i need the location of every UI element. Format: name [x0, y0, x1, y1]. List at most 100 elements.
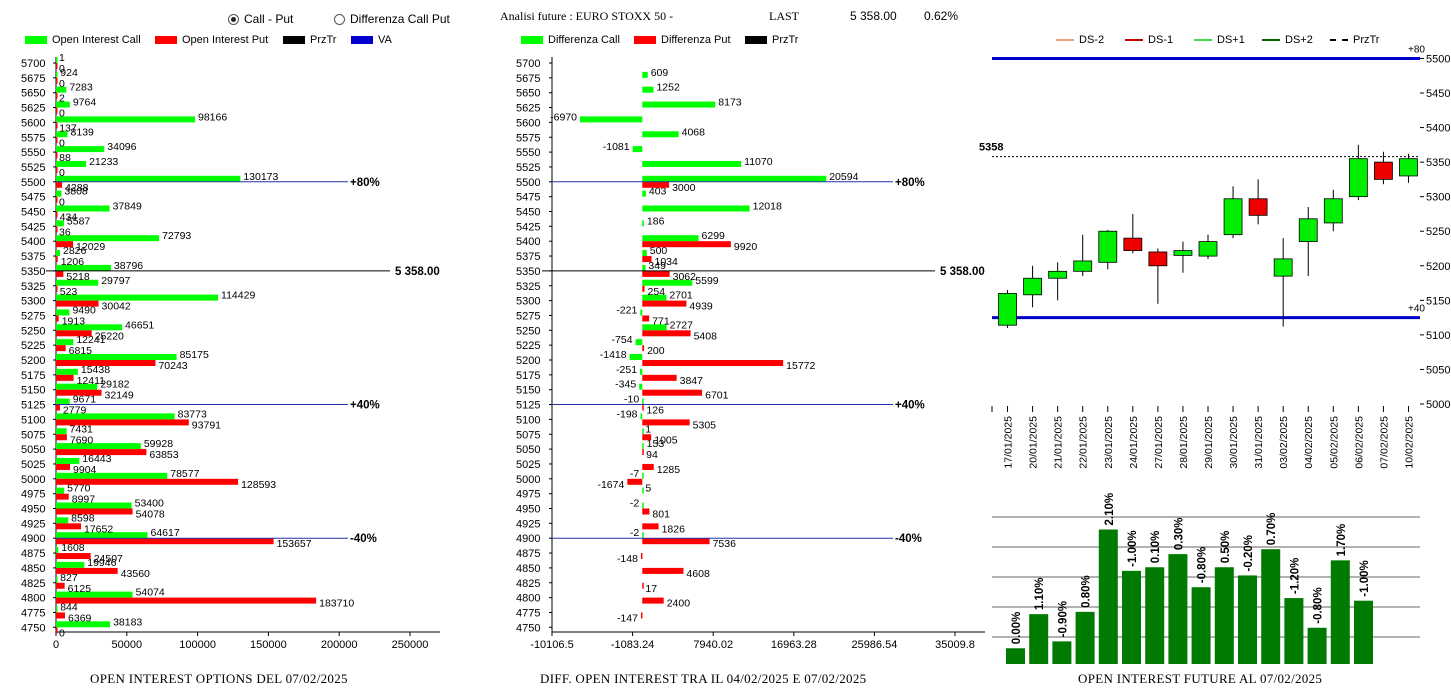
oi-strike-label: 4975	[21, 489, 45, 501]
future-bar	[1354, 600, 1373, 664]
oi-value-label: 83773	[178, 408, 207, 420]
candle-body	[1248, 198, 1268, 216]
diff-bar-put	[642, 404, 644, 411]
candle-body	[1023, 277, 1042, 296]
future-bar	[1214, 567, 1234, 664]
oi-bar-put	[56, 137, 58, 144]
future-bar	[1122, 570, 1141, 664]
legend-line	[1194, 39, 1212, 41]
oi-bar-call	[56, 472, 168, 479]
future-bar	[1029, 614, 1049, 664]
diff-value-label: 1285	[657, 464, 681, 476]
legend-swatch	[634, 36, 656, 44]
legend-line	[1262, 39, 1280, 41]
oi-bar-call	[56, 547, 59, 554]
oi-value-label: 128593	[241, 479, 276, 491]
oi-bar-call	[56, 264, 111, 271]
oi-strike-label: 5500	[21, 177, 45, 189]
diff-bar-put	[642, 360, 784, 366]
diff-strike-label: 4975	[516, 489, 540, 501]
oi-strike-label: 5600	[21, 117, 45, 129]
diff-bar-call	[640, 413, 643, 420]
future-bar	[1330, 560, 1350, 664]
oi-strike-label: 4825	[21, 578, 45, 590]
diff-bar-call	[642, 175, 827, 182]
diff-value-label: 254	[648, 286, 666, 298]
oi-bar-call	[56, 205, 110, 212]
oi-bar-call	[56, 413, 175, 420]
oi-bar-put	[56, 463, 71, 470]
diff-bar-call	[642, 160, 742, 167]
diff-x-tick-label: 16963.28	[771, 639, 817, 651]
oi-strike-label: 4950	[21, 504, 45, 516]
diff-bar-put	[642, 315, 650, 322]
diff-strike-label: 4750	[516, 622, 540, 634]
oi-value-label: 54078	[136, 509, 165, 521]
oi-bar-call	[56, 175, 241, 182]
diff-x-tick-label: 35009.8	[935, 639, 975, 651]
oi-strike-label: 5650	[21, 88, 45, 100]
diff-value-label: -345	[615, 379, 636, 391]
radio-call-put[interactable]: Call - Put	[228, 12, 293, 26]
diff-strike-label: 4875	[516, 548, 540, 560]
oi-strike-label: 4800	[21, 593, 45, 605]
oi-bar-call	[56, 116, 196, 123]
future-bar-label: 0.70%	[1266, 513, 1278, 546]
diff-strike-label: 5025	[516, 459, 540, 471]
oi-value-label: 0	[59, 108, 65, 120]
diff-bar-call	[642, 443, 644, 450]
radio-diff-call-put[interactable]: Differenza Call Put	[334, 12, 450, 26]
candle-y-tick-label: 5250	[1426, 226, 1450, 238]
oi-value-label: 5218	[66, 271, 90, 283]
oi-value-label: 0	[59, 167, 65, 179]
candle-date-label: 29/01/2025	[1203, 416, 1215, 469]
oi-bar-call	[56, 532, 148, 539]
diff-value-label: 4608	[686, 568, 710, 580]
oi-value-label: 43560	[121, 568, 150, 580]
diff-value-label: 3847	[680, 375, 704, 387]
diff-bar-put	[642, 597, 664, 604]
diff-value-label: 2400	[667, 598, 691, 610]
legend-line	[1330, 39, 1348, 41]
diff-strike-label: 4900	[516, 533, 540, 545]
diff-bar-put	[642, 538, 710, 545]
oi-value-label: 70243	[158, 360, 187, 372]
legend-swatch	[155, 36, 177, 44]
diff-bar-call	[642, 190, 646, 197]
diff-strike-label: 4800	[516, 593, 540, 605]
future-bar-label: 1.70%	[1336, 524, 1348, 557]
diff-value-label: 7536	[713, 538, 737, 550]
legend-label: DS+2	[1285, 34, 1313, 46]
oi-value-label: 9671	[73, 394, 97, 406]
legend-label: DS-1	[1148, 34, 1174, 46]
oi-bar-put	[56, 582, 65, 589]
legend-diff-call: Differenza Call	[521, 34, 620, 46]
oi-bar-call	[56, 279, 99, 286]
oi-bar-call	[56, 86, 67, 93]
diff-value-label: -7	[630, 468, 639, 480]
oi-strike-label: 5125	[21, 400, 45, 412]
diff-bar-call	[642, 86, 654, 93]
future-bar	[1098, 529, 1118, 664]
oi-bar-call	[56, 443, 141, 450]
candle-date-label: 21/01/2025	[1053, 416, 1065, 469]
oi-strike-label: 5175	[21, 370, 45, 382]
legend-label: PrzTr	[772, 34, 799, 46]
oi-value-label: 8997	[72, 494, 96, 506]
oi-bar-put	[56, 478, 239, 485]
diff-bar-put	[640, 612, 643, 619]
candle-body	[1123, 237, 1143, 251]
diff-value-label: 4068	[682, 126, 706, 138]
oi-value-label: 9490	[72, 304, 96, 316]
oi-strike-label: 5250	[21, 325, 45, 337]
oi-value-label: 29182	[100, 379, 129, 391]
diff-value-label: 11070	[744, 156, 773, 168]
diff-bar-call	[642, 487, 644, 494]
oi-bar-call	[56, 517, 69, 524]
last-value: 5 358.00	[850, 9, 897, 23]
candle-body	[1374, 161, 1393, 180]
oi-bar-call	[56, 591, 133, 598]
future-bar	[1006, 648, 1025, 664]
legend-swatch	[521, 36, 543, 44]
oi-bar-call	[56, 71, 58, 78]
